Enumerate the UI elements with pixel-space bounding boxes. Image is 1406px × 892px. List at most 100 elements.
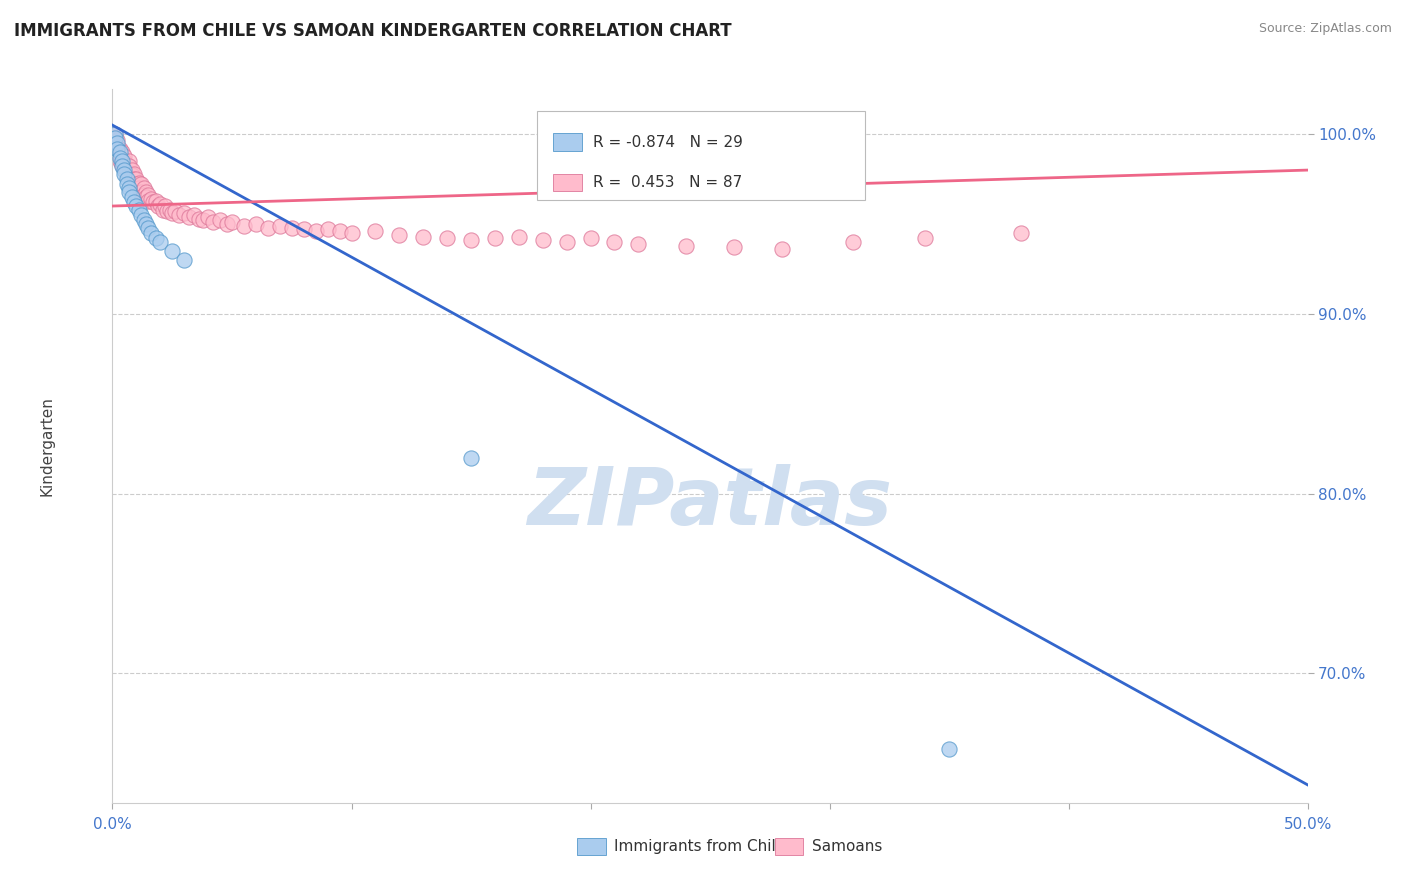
Point <box>1010 226 1032 240</box>
Point <box>145 231 167 245</box>
Text: 50.0%: 50.0% <box>1284 817 1331 832</box>
Point <box>245 217 267 231</box>
Point <box>221 215 243 229</box>
Point <box>723 240 745 254</box>
Point <box>105 136 128 150</box>
Point <box>135 185 157 199</box>
Point <box>118 154 141 169</box>
Point <box>197 210 219 224</box>
Point <box>460 233 482 247</box>
Text: Source: ZipAtlas.com: Source: ZipAtlas.com <box>1258 22 1392 36</box>
Point <box>149 197 172 211</box>
Point <box>914 231 936 245</box>
Point <box>104 130 127 145</box>
Point <box>316 222 339 236</box>
Point <box>128 176 150 190</box>
Point <box>122 195 145 210</box>
Point <box>292 222 315 236</box>
Point <box>138 220 160 235</box>
Point <box>122 167 145 181</box>
Point <box>232 219 256 233</box>
Point <box>162 206 183 220</box>
Point <box>257 220 280 235</box>
Point <box>138 188 160 202</box>
Point <box>938 742 960 756</box>
Point <box>114 154 135 169</box>
Point <box>105 145 128 160</box>
Point <box>122 172 145 186</box>
Point <box>217 217 239 231</box>
FancyBboxPatch shape <box>578 838 606 855</box>
Point <box>108 141 131 155</box>
Point <box>139 226 162 240</box>
Point <box>104 127 127 141</box>
Point <box>115 172 138 186</box>
Point <box>142 195 165 210</box>
Point <box>135 190 157 204</box>
Point <box>118 185 141 199</box>
Point <box>118 160 141 174</box>
Point <box>115 158 138 172</box>
Point <box>108 151 131 165</box>
Point <box>108 149 131 163</box>
Point <box>125 178 148 192</box>
Point <box>114 149 135 163</box>
Text: R = -0.874   N = 29: R = -0.874 N = 29 <box>593 135 742 150</box>
Point <box>169 208 191 222</box>
Point <box>152 202 174 217</box>
Point <box>340 226 363 240</box>
Point <box>125 199 148 213</box>
Point <box>177 210 200 224</box>
Point <box>675 238 697 252</box>
Point <box>484 231 506 245</box>
Point <box>146 199 169 213</box>
Point <box>770 242 793 256</box>
Point <box>118 181 141 195</box>
Point <box>281 220 304 235</box>
Point <box>555 235 578 249</box>
Point <box>173 206 195 220</box>
Point <box>121 190 143 204</box>
Point <box>132 213 155 227</box>
Point <box>162 244 183 258</box>
Point <box>105 132 128 146</box>
Point <box>108 145 131 160</box>
Point <box>128 181 150 195</box>
Point <box>139 192 162 206</box>
Point <box>183 208 205 222</box>
Point <box>627 236 650 251</box>
Point <box>388 227 411 242</box>
Point <box>460 450 482 465</box>
Point <box>105 139 128 153</box>
FancyBboxPatch shape <box>554 174 582 191</box>
Point <box>114 167 135 181</box>
FancyBboxPatch shape <box>554 134 582 151</box>
Text: ZIPatlas: ZIPatlas <box>527 464 893 542</box>
Point <box>412 229 434 244</box>
Point <box>104 136 127 150</box>
Text: Kindergarten: Kindergarten <box>39 396 55 496</box>
Point <box>132 181 155 195</box>
Point <box>111 145 134 160</box>
Point <box>138 194 160 208</box>
Point <box>115 163 138 178</box>
Point <box>163 204 186 219</box>
Point <box>111 160 134 174</box>
Point <box>531 233 554 247</box>
Point <box>145 194 167 208</box>
Point <box>128 202 150 217</box>
Point <box>121 169 143 183</box>
Point <box>201 215 224 229</box>
Text: 0.0%: 0.0% <box>93 817 132 832</box>
Point <box>121 163 143 178</box>
Point <box>105 141 128 155</box>
Text: Samoans: Samoans <box>811 838 882 854</box>
Point <box>159 202 181 217</box>
Point <box>125 172 148 186</box>
Point <box>153 199 176 213</box>
FancyBboxPatch shape <box>775 838 803 855</box>
Point <box>364 224 387 238</box>
Point <box>187 211 209 226</box>
Point <box>603 235 626 249</box>
Point <box>104 130 127 145</box>
